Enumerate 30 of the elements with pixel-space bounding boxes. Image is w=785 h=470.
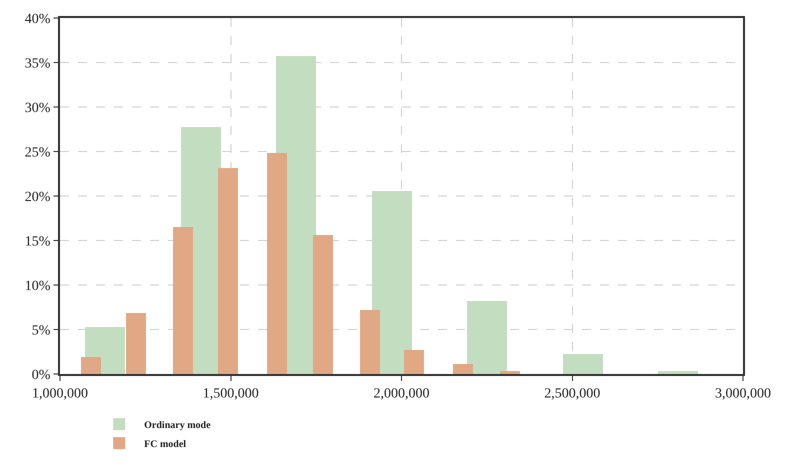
bar <box>218 168 238 374</box>
bar <box>81 357 101 374</box>
legend-label: Ordinary mode <box>144 420 212 431</box>
y-tick-label: 25% <box>24 145 51 160</box>
bar <box>313 235 333 374</box>
y-tick-label: 20% <box>24 190 51 205</box>
x-tick-label: 1,500,000 <box>202 386 259 402</box>
bar <box>267 153 287 374</box>
y-tick-label: 5% <box>32 323 51 338</box>
bar <box>404 350 424 374</box>
bar <box>563 354 603 374</box>
x-tick-label: 3,000,000 <box>715 386 771 402</box>
x-tick-label: 2,000,000 <box>374 386 430 402</box>
bar <box>360 310 380 374</box>
legend-label: FC model <box>144 439 186 450</box>
y-tick-label: 30% <box>24 100 51 116</box>
bar <box>467 301 507 374</box>
bar <box>658 371 698 374</box>
bar <box>500 371 520 374</box>
y-tick-label: 40% <box>24 12 51 27</box>
y-tick-label: 0% <box>32 368 51 383</box>
bar <box>126 313 146 374</box>
y-tick-label: 10% <box>24 278 51 294</box>
bar <box>372 191 412 374</box>
bar <box>453 364 473 374</box>
bar <box>173 227 193 374</box>
x-tick-label: 2,500,000 <box>544 386 600 402</box>
x-tick-label: 1,000,000 <box>32 386 88 402</box>
y-tick-label: 35% <box>24 56 51 72</box>
y-tick-label: 15% <box>24 234 51 250</box>
